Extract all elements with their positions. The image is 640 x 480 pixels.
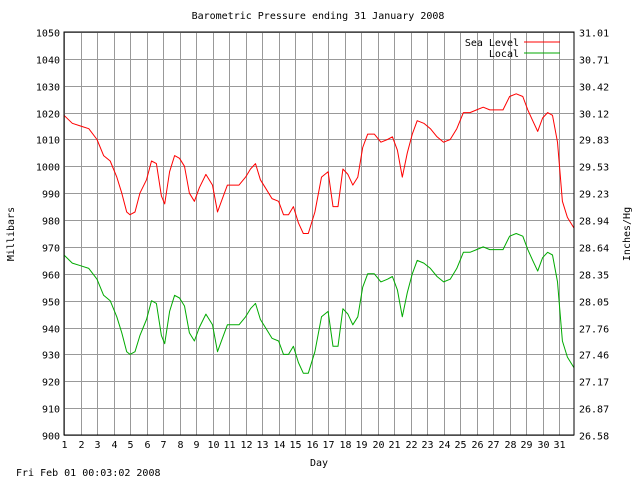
y-tick-label: 930 — [42, 351, 60, 362]
x-tick-label: 3 — [94, 440, 100, 451]
y-tick-label: 920 — [42, 378, 60, 389]
x-tick-label: 7 — [160, 440, 166, 451]
x-tick-label: 1 — [61, 440, 67, 451]
y2-tick-label: 29.83 — [579, 136, 609, 147]
x-axis-label: Day — [310, 458, 328, 469]
y2-tick-label: 28.94 — [579, 217, 609, 228]
y-tick-label: 1040 — [36, 56, 60, 67]
chart-title: Barometric Pressure ending 31 January 20… — [192, 11, 445, 22]
y2-tick-label: 29.53 — [579, 163, 609, 174]
x-tick-label: 14 — [273, 440, 285, 451]
y2-tick-label: 28.35 — [579, 271, 609, 282]
y2-tick-label: 27.46 — [579, 351, 609, 362]
x-tick-label: 15 — [289, 440, 301, 451]
y2-tick-label: 29.23 — [579, 190, 609, 201]
y2-tick-label: 30.71 — [579, 56, 609, 67]
y2-axis-label: Inches/Hg — [622, 207, 633, 261]
y-tick-label: 950 — [42, 298, 60, 309]
x-tick-label: 16 — [306, 440, 318, 451]
x-tick-label: 5 — [127, 440, 133, 451]
y-tick-label: 970 — [42, 244, 60, 255]
plot-frame — [63, 31, 575, 436]
x-tick-label: 30 — [537, 440, 549, 451]
x-tick-label: 22 — [405, 440, 417, 451]
x-tick-label: 12 — [240, 440, 252, 451]
y2-tick-label: 31.01 — [579, 29, 609, 40]
y2-tick-labels: 26.58 26.87 27.17 27.46 27.76 28.05 28.35 28.64… — [579, 29, 609, 443]
y2-tick-label: 26.58 — [579, 432, 609, 443]
y2-tick-label: 28.64 — [579, 244, 609, 255]
y-tick-label: 1020 — [36, 110, 60, 121]
y-tick-label: 900 — [42, 432, 60, 443]
y2-tick-label: 27.17 — [579, 378, 609, 389]
x-tick-label: 4 — [111, 440, 117, 451]
legend-label-local: Local — [489, 49, 519, 60]
x-tick-label: 8 — [177, 440, 183, 451]
y-tick-labels: 900 910 920 930 940 950 960 970 980 990 1000 1010 10… — [36, 29, 60, 443]
series-line-local — [63, 233, 575, 374]
y-tick-label: 960 — [42, 271, 60, 282]
legend-label-sea-level: Sea Level — [465, 38, 519, 49]
x-tick-label: 24 — [438, 440, 450, 451]
x-tick-label: 29 — [520, 440, 532, 451]
x-tick-label: 18 — [339, 440, 351, 451]
timestamp-footer: Fri Feb 01 00:03:02 2008 — [16, 468, 161, 479]
y-tick-label: 910 — [42, 405, 60, 416]
x-tick-label: 25 — [454, 440, 466, 451]
x-tick-label: 13 — [256, 440, 268, 451]
x-tick-label: 20 — [372, 440, 384, 451]
x-tick-label: 23 — [421, 440, 433, 451]
x-tick-label: 6 — [144, 440, 150, 451]
y-tick-label: 990 — [42, 190, 60, 201]
y2-tick-label: 30.42 — [579, 83, 609, 94]
y2-tick-label: 30.12 — [579, 110, 609, 121]
series-lines — [63, 93, 575, 374]
y-tick-label: 940 — [42, 325, 60, 336]
y2-tick-label: 27.76 — [579, 325, 609, 336]
x-tick-label: 2 — [78, 440, 84, 451]
grid — [64, 32, 574, 436]
x-tick-label: 31 — [553, 440, 565, 451]
y-tick-label: 1030 — [36, 83, 60, 94]
x-tick-label: 11 — [223, 440, 235, 451]
x-tick-label: 19 — [355, 440, 367, 451]
x-tick-label: 9 — [193, 440, 199, 451]
y-tick-label: 1050 — [36, 29, 60, 40]
legend: Sea Level Local — [465, 38, 560, 60]
x-tick-label: 28 — [504, 440, 516, 451]
y-tick-label: 1010 — [36, 136, 60, 147]
series-line-sea-level — [63, 93, 575, 234]
y-tick-label: 1000 — [36, 163, 60, 174]
x-tick-labels: 1 2 3 4 5 6 7 8 9 10 11 12 13 14 15 16 17 18 19 20 21 22 23 24 2… — [61, 440, 565, 451]
x-tick-label: 17 — [322, 440, 334, 451]
y2-tick-label: 26.87 — [579, 405, 609, 416]
y-tick-label: 980 — [42, 217, 60, 228]
x-tick-label: 10 — [207, 440, 219, 451]
y-axis-label: Millibars — [6, 207, 17, 261]
y2-tick-label: 28.05 — [579, 298, 609, 309]
x-tick-label: 26 — [471, 440, 483, 451]
x-tick-label: 21 — [388, 440, 400, 451]
x-tick-label: 27 — [487, 440, 499, 451]
